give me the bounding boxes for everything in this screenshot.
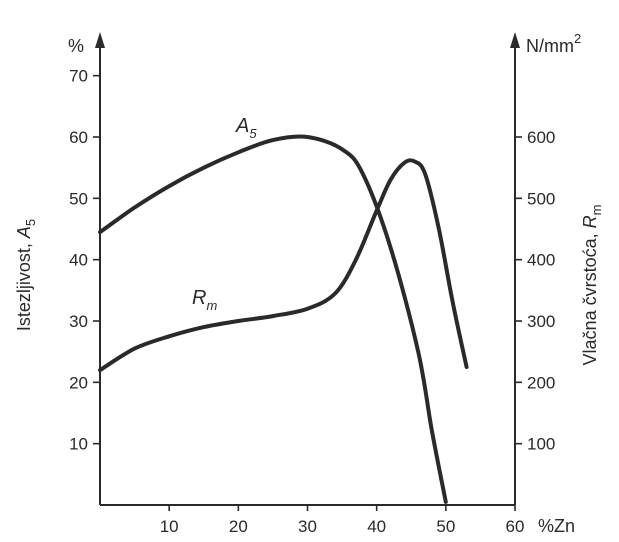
left-axis-title-symbol: A [14, 226, 34, 239]
left-tick-label: 20 [69, 373, 88, 392]
left-tick-label: 70 [69, 67, 88, 86]
left-axis-unit: % [68, 36, 84, 56]
x-axis-unit-label: %Zn [538, 516, 575, 536]
right-tick-label: 400 [527, 251, 555, 270]
x-tick-label: 40 [367, 517, 386, 536]
series-label-a5-subscript: 5 [249, 126, 257, 141]
curves [98, 134, 469, 504]
right-tick-label: 500 [527, 189, 555, 208]
left-tick-label: 60 [69, 128, 88, 147]
right-tick-label: 100 [527, 435, 555, 454]
right-axis-unit-text: N/mm [526, 36, 574, 56]
right-axis-unit: N/mm2 [526, 31, 581, 56]
left-axis-title: Istezljivost, A5 [14, 219, 38, 331]
right-axis-title-text: Vlačna čvrstoća, [580, 228, 600, 365]
series-label-rm-symbol: R [192, 287, 206, 309]
right-tick-label: 600 [527, 128, 555, 147]
right-axis-arrow [510, 32, 520, 48]
series-label-a5: A5 [235, 115, 257, 141]
series-label-rm: Rm [192, 287, 217, 313]
series-line-rm [98, 158, 469, 373]
x-tick-label: 50 [436, 517, 455, 536]
right-axis-unit-superscript: 2 [574, 31, 581, 46]
series-label-a5-symbol: A [235, 115, 249, 137]
series-label-rm-subscript: m [206, 298, 217, 313]
ticks: 10 20 30 40 50 60 10 20 30 40 50 60 70 100 200 300 400 50… [69, 67, 555, 536]
x-tick-label: 10 [160, 517, 179, 536]
left-axis-arrow [95, 32, 105, 48]
right-axis-title: Vlačna čvrstoća, Rm [580, 205, 604, 366]
left-tick-label: 10 [69, 435, 88, 454]
left-tick-label: 40 [69, 251, 88, 270]
right-axis-title-subscript: m [589, 205, 604, 216]
x-tick-label: 60 [506, 517, 525, 536]
x-tick-label: 20 [229, 517, 248, 536]
series-line-a5 [98, 134, 448, 504]
left-tick-label: 30 [69, 312, 88, 331]
right-axis-title-symbol: R [580, 215, 600, 228]
left-tick-label: 50 [69, 189, 88, 208]
left-axis-title-subscript: 5 [23, 219, 38, 226]
right-tick-label: 300 [527, 312, 555, 331]
x-tick-label: 30 [298, 517, 317, 536]
left-axis-title-text: Istezljivost, [14, 238, 34, 331]
right-tick-label: 200 [527, 373, 555, 392]
axes [95, 32, 520, 506]
